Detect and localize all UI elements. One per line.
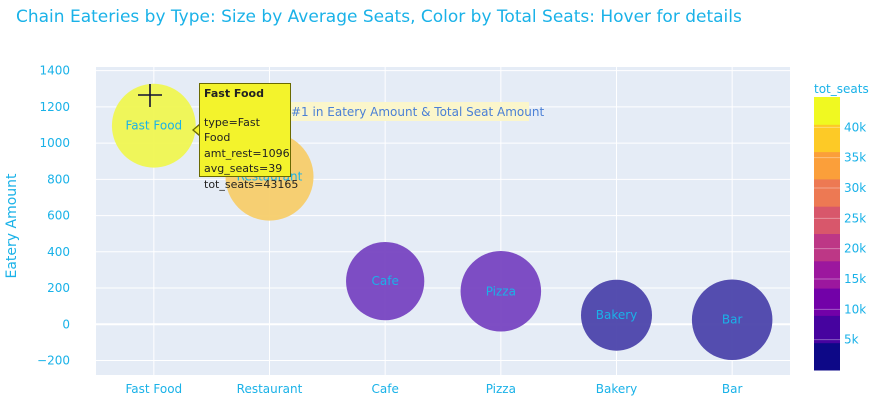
x-tick-label: Bakery xyxy=(596,382,638,396)
y-tick-label: 1000 xyxy=(39,136,70,150)
tooltip-line: tot_seats=43165 xyxy=(204,177,299,191)
x-tick-label: Fast Food xyxy=(125,382,182,396)
bubble-label: Cafe xyxy=(371,274,398,288)
colorbar-tick-label: 35k xyxy=(844,151,866,165)
bubble-label: Bar xyxy=(722,313,743,327)
colorbar-segment xyxy=(814,178,840,207)
y-axis-title: Eatery Amount xyxy=(4,173,20,279)
x-tick-label: Cafe xyxy=(371,382,398,396)
colorbar-title: tot_seats xyxy=(814,82,869,96)
x-tick-label: Restaurant xyxy=(237,382,303,396)
colorbar-segment xyxy=(814,233,840,262)
hover-tooltip: Fast Food type=Fast Food amt_rest=1096 a… xyxy=(199,83,298,191)
tooltip-title: Fast Food xyxy=(204,87,264,100)
bubble-point[interactable] xyxy=(346,242,425,321)
colorbar-segment xyxy=(814,97,840,125)
bubble-label: Bakery xyxy=(596,308,638,322)
x-axis-ticks: Fast Food Restaurant Cafe Pizza Bakery Bar xyxy=(125,382,742,396)
bubble-label: Pizza xyxy=(486,284,516,298)
bubble-point[interactable] xyxy=(691,279,773,361)
bubble-point[interactable] xyxy=(460,251,542,332)
colorbar-segment xyxy=(814,315,840,344)
colorbar-segment xyxy=(814,260,840,289)
annotation: #1 in Eatery Amount & Total Seat Amount xyxy=(288,102,544,121)
tooltip-line: avg_seats=39 xyxy=(204,162,283,175)
bubble-label: Fast Food xyxy=(125,119,182,133)
bubble-point[interactable] xyxy=(111,83,196,168)
colorbar-tick-label: 30k xyxy=(844,181,866,195)
colorbar-tick-label: 40k xyxy=(844,120,866,134)
colorbar-segment xyxy=(814,124,840,153)
chart-title: Chain Eateries by Type: Size by Average … xyxy=(16,7,742,27)
colorbar-tick-label: 5k xyxy=(844,333,859,347)
x-tick-label: Bar xyxy=(722,382,743,396)
y-tick-label: −200 xyxy=(37,354,70,368)
y-axis-ticks: −200 0 200 400 600 800 1000 1200 1400 xyxy=(37,64,70,368)
colorbar: 5k 10k 15k 20k 25k 30k 35k 40k xyxy=(814,97,866,371)
annotation-text: #1 in Eatery Amount & Total Seat Amount xyxy=(291,105,544,119)
colorbar-segment xyxy=(814,151,840,180)
colorbar-tick-label: 15k xyxy=(844,272,866,286)
tooltip-line: type=Fast Food xyxy=(204,115,260,145)
y-tick-label: 1200 xyxy=(39,100,70,114)
colorbar-segment xyxy=(814,288,840,316)
colorbar-tick-label: 25k xyxy=(844,211,866,225)
y-tick-label: 0 xyxy=(62,317,70,331)
y-tick-label: 600 xyxy=(47,209,70,223)
y-tick-label: 200 xyxy=(47,281,70,295)
y-tick-label: 1400 xyxy=(39,64,70,78)
y-tick-label: 800 xyxy=(47,172,70,186)
bubble-point[interactable] xyxy=(580,279,653,351)
colorbar-tick-label: 10k xyxy=(844,302,866,316)
tooltip-pointer-fill xyxy=(194,125,200,135)
hover-crosshair-icon xyxy=(138,84,162,107)
x-tick-label: Pizza xyxy=(486,382,516,396)
colorbar-segment xyxy=(814,342,840,371)
y-tick-label: 400 xyxy=(47,245,70,259)
tooltip-line: amt_rest=1096 xyxy=(204,146,290,160)
colorbar-tick-label: 20k xyxy=(844,242,866,256)
colorbar-segment xyxy=(814,206,840,234)
